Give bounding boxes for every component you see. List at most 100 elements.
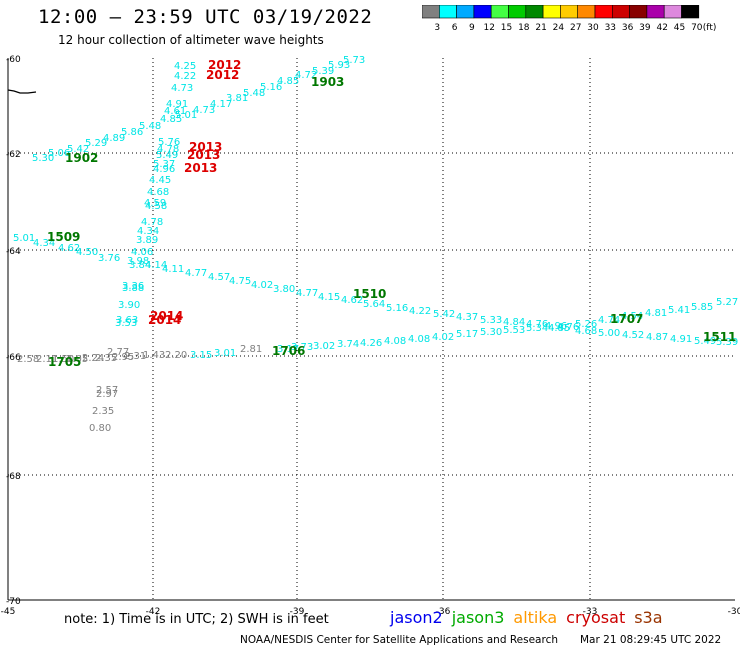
wave-height-value: 4.22 (409, 306, 431, 317)
lon-tick-label: -42 (146, 607, 161, 617)
wave-height-value: 5.00 (598, 328, 620, 339)
track-time-label: 1706 (272, 344, 305, 358)
wave-height-value: 4.57 (208, 272, 230, 283)
wave-height-value: 2.81 (240, 344, 262, 355)
wave-height-value: 4.54 (621, 311, 643, 322)
wave-height-value: 3.88 (122, 283, 144, 294)
wave-height-value: 5.39 (312, 66, 334, 77)
wave-height-value: 4.73 (171, 83, 193, 94)
wave-height-value: 0.80 (89, 423, 111, 434)
page-title: 12:00 – 23:59 UTC 03/19/2022 (38, 6, 373, 28)
wave-height-value: 4.68 (575, 326, 597, 337)
wave-height-value: 5.01 (13, 233, 35, 244)
wave-height-value: 4.76 (557, 322, 579, 333)
colorbar-label: 9 (469, 23, 475, 33)
track-time-label: 1903 (311, 75, 344, 89)
wave-height-value: 5.42 (67, 144, 89, 155)
wave-height-value: 4.06 (131, 247, 153, 258)
wave-height-value: 4.61 (164, 106, 186, 117)
wave-height-value: 3.80 (273, 284, 295, 295)
satellite-legend-item: altika (513, 608, 558, 627)
wave-height-value: 4.59 (144, 198, 166, 209)
track-time-label: 2013 (184, 161, 217, 175)
wave-height-value: 5.29 (85, 138, 107, 149)
wave-height-value: 4.85 (548, 323, 570, 334)
colorbar-label: 3 (434, 23, 440, 33)
wave-height-value: 4.15 (318, 292, 340, 303)
wave-height-value: 4.73 (193, 105, 215, 116)
lat-tick-label: -68 (6, 472, 21, 482)
wave-height-value: 5.93 (328, 60, 350, 71)
wave-height-value: 5.30 (480, 327, 502, 338)
wave-height-value: 5.33 (480, 315, 502, 326)
wave-height-value: 3.73 (291, 342, 313, 353)
track-time-label: 1707 (610, 312, 643, 326)
wave-height-value: 2.24 (82, 353, 104, 364)
wave-height-value: 4.22 (174, 71, 196, 82)
wave-height-value: 4.91 (670, 334, 692, 345)
wave-height-value: 4.11 (162, 264, 184, 275)
wave-height-value: 4.02 (251, 280, 273, 291)
wave-height-value: 2.31 (124, 351, 146, 362)
satellite-legend: jason2 jason3 altika cryosat s3a (390, 608, 672, 627)
wave-height-value: 5.34 (526, 323, 548, 334)
wave-height-value: 3.02 (313, 341, 335, 352)
colorbar-label: 15 (501, 23, 512, 33)
wave-height-value: 3.76 (98, 253, 120, 264)
wave-height-value: 2.77 (107, 347, 129, 358)
colorbar-label: 39 (639, 23, 651, 33)
coastline-island (7, 89, 37, 94)
track-time-label: 2013 (189, 140, 222, 154)
wave-height-value: 2.95 (112, 352, 134, 363)
colorbar-label: 42 (656, 23, 667, 33)
wave-height-value: 4.52 (622, 330, 644, 341)
wave-height-value: 4.17 (210, 99, 232, 110)
wave-height-value: 4.96 (153, 164, 175, 175)
wave-height-value: 4.74 (598, 315, 620, 326)
wave-height-value: 3.36 (122, 281, 144, 292)
wave-height-value: 5.42 (433, 309, 455, 320)
satellite-legend-item: jason3 (451, 608, 505, 627)
wave-height-value: 5.41 (668, 305, 690, 316)
wave-height-value: 4.96 (545, 321, 567, 332)
wave-height-value: 2.58 (17, 354, 39, 365)
wave-height-value: 2.35 (95, 353, 117, 364)
track-time-label: 1510 (353, 287, 386, 301)
wave-height-value: 4.68 (147, 187, 169, 198)
wave-height-value: 2.11 (36, 354, 58, 365)
wave-height-value: 5.01 (175, 110, 197, 121)
colorbar-label: 18 (518, 23, 530, 33)
wave-height-value: 4.81 (645, 308, 667, 319)
wave-height-value: 4.87 (646, 332, 668, 343)
wave-height-value: 4.62 (341, 295, 363, 306)
wave-height-value: 5.48 (243, 88, 265, 99)
wave-height-value: 2.05 (66, 354, 88, 365)
wave-height-value: 3.81 (226, 93, 248, 104)
colorbar-label: 70 (691, 23, 703, 33)
wave-height-value: 4.02 (432, 332, 454, 343)
wave-height-value: 5.73 (343, 55, 365, 66)
wave-height-value: 5.48 (139, 121, 161, 132)
wave-height-value: 4.78 (157, 144, 179, 155)
lon-tick-label: -30 (728, 607, 740, 617)
wave-height-value: 2.20 (165, 350, 187, 361)
track-time-label: 1511 (703, 330, 736, 344)
lon-tick-label: -39 (290, 607, 305, 617)
track-time-label: 2014 (148, 313, 181, 327)
track-time-label: 1705 (48, 355, 81, 369)
page-subtitle: 12 hour collection of altimeter wave hei… (58, 33, 324, 47)
colorbar-label: 45 (674, 23, 685, 33)
track-time-label: 1509 (47, 230, 80, 244)
wave-height-value: 4.91 (166, 99, 188, 110)
wave-height-value: 4.75 (229, 276, 251, 287)
lat-tick-label: -64 (6, 247, 21, 257)
wave-height-value: 3.98 (127, 256, 149, 267)
generation-timestamp: Mar 21 08:29:45 UTC 2022 (580, 634, 722, 646)
wave-height-value: 5.64 (363, 299, 385, 310)
track-time-label: 2012 (206, 68, 239, 82)
wave-height-value: 5.86 (121, 127, 143, 138)
colorbar-label: 27 (570, 23, 581, 33)
wave-height-value: 5.49 (156, 150, 178, 161)
wave-height-value: 2.57 (96, 385, 118, 396)
